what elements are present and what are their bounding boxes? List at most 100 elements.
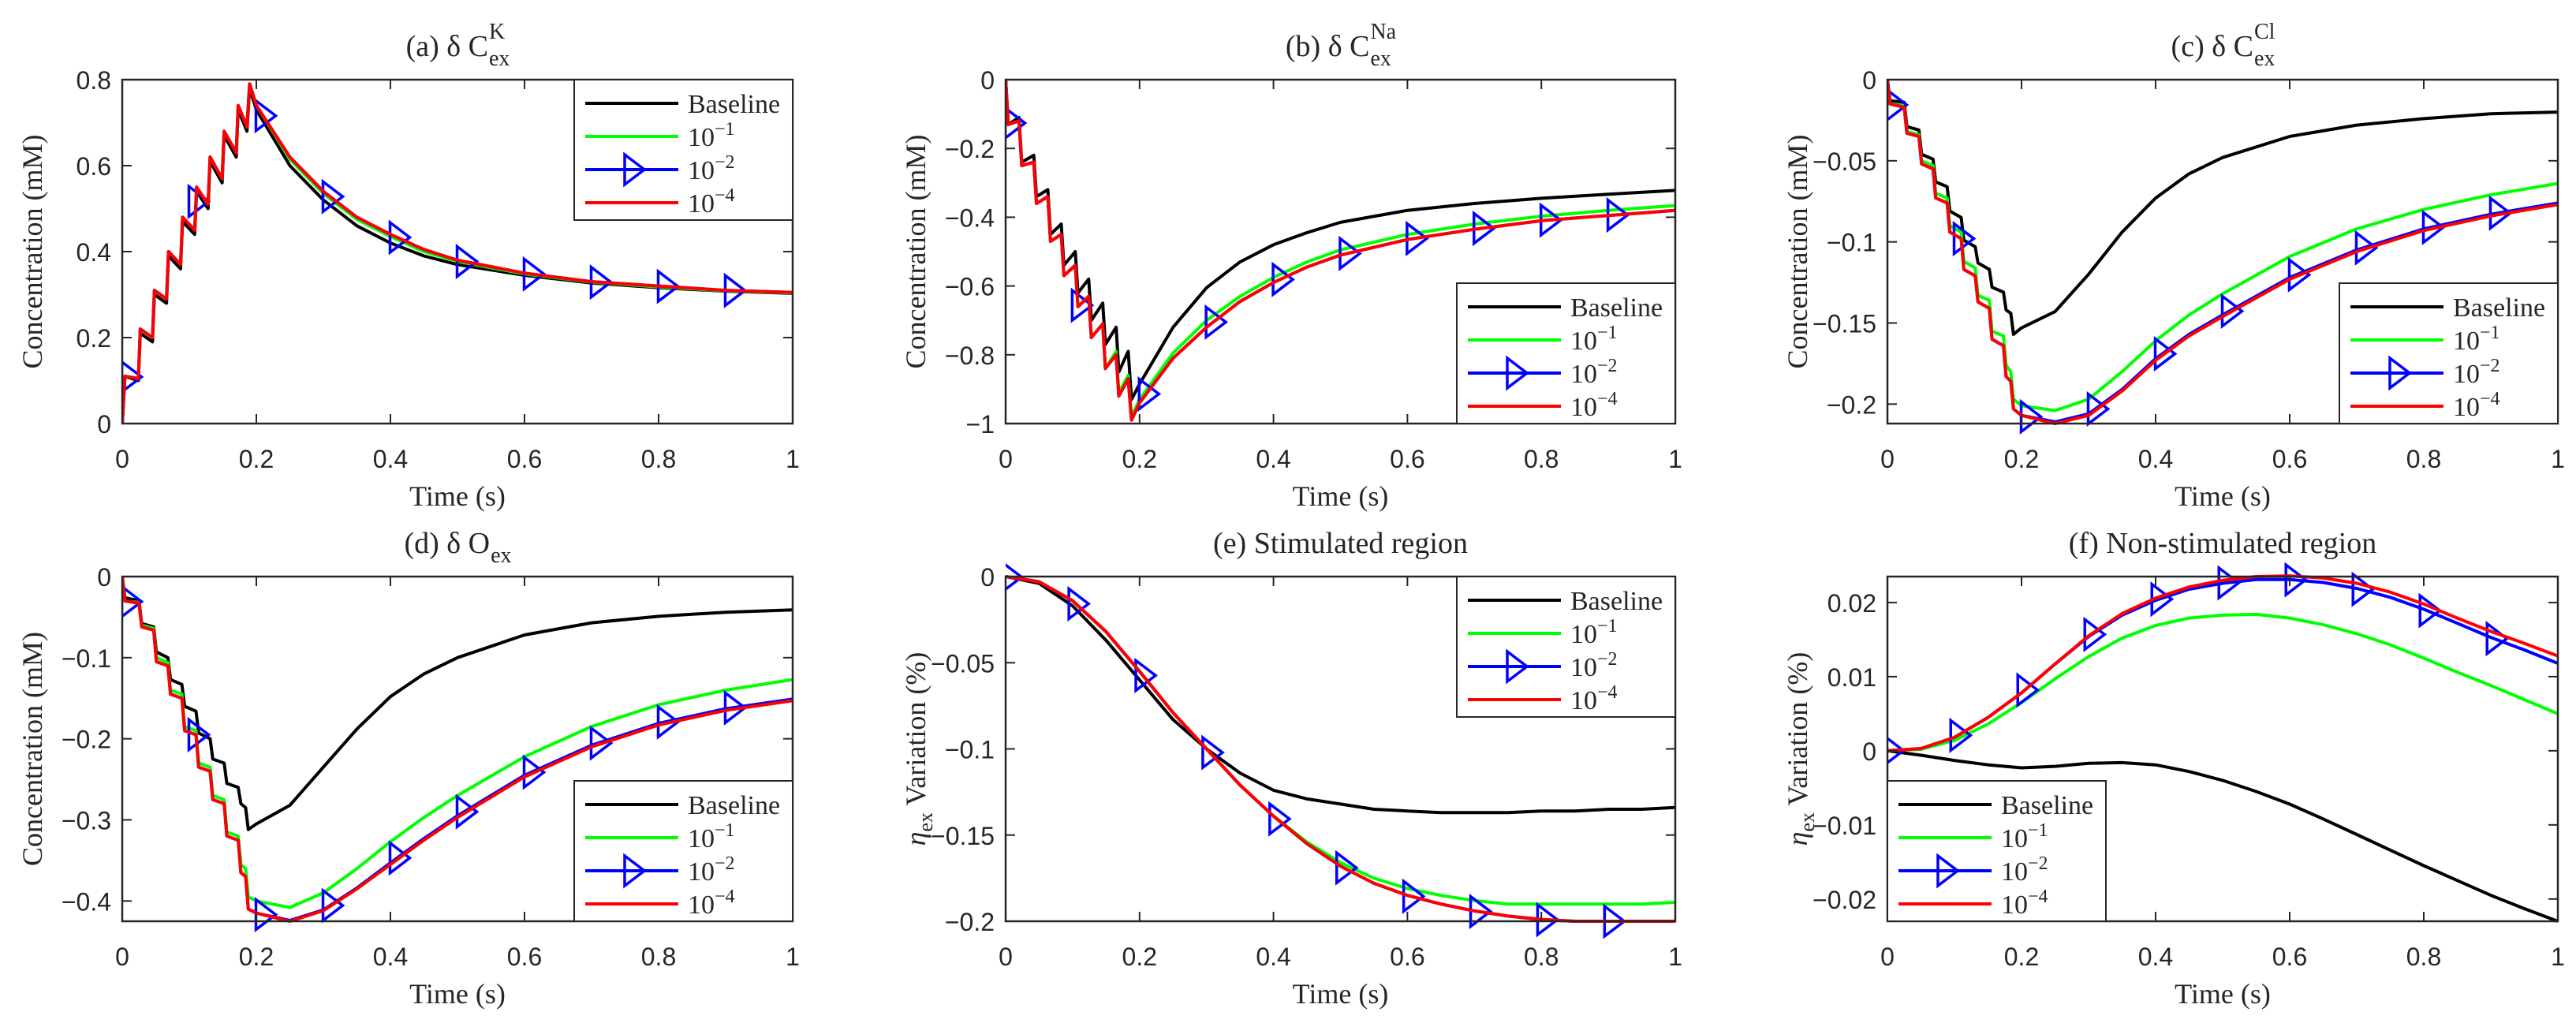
legend-item: 10−2 xyxy=(1898,853,2048,889)
series-line-10-4 xyxy=(122,576,793,923)
y-label-eta: η xyxy=(1782,831,1813,846)
marker-triangle xyxy=(321,178,345,215)
legend-label-exp: −1 xyxy=(715,119,735,140)
y-axis-label: ηex Variation (%) xyxy=(1782,652,1819,846)
marker-triangle xyxy=(2016,672,2040,708)
y-tick-label: −0.3 xyxy=(62,806,111,834)
marker-triangle xyxy=(1070,287,1095,323)
panel-title: (f) Non-stimulated region xyxy=(2069,527,2376,560)
marker-triangle xyxy=(187,183,211,219)
x-axis-label: Time (s) xyxy=(2175,480,2271,512)
series-line-baseline xyxy=(1887,79,2558,336)
y-tick-label: −0.2 xyxy=(945,135,995,163)
legend-label-base: 10 xyxy=(688,890,715,920)
marker-triangle xyxy=(1137,375,1162,413)
legend-label-text: Baseline xyxy=(2001,791,2093,820)
x-tick-label: 0 xyxy=(999,943,1013,971)
x-tick-label: 0.4 xyxy=(2138,943,2173,971)
panel-c: 0 0.2 0.4 0.6 0.8 1 −0.2 −0.15 −0.1 −0.05 0 Time (s… xyxy=(1782,20,2565,512)
x-tick-label: 0 xyxy=(115,943,129,971)
marker-triangle xyxy=(455,793,480,830)
legend-item: 10−1 xyxy=(585,119,735,152)
y-axis-label: Concentration (mM) xyxy=(900,135,931,369)
x-tick-label: 0.4 xyxy=(2138,445,2173,473)
legend-label-exp: −1 xyxy=(1597,323,1618,343)
x-tick-label: 0.6 xyxy=(2272,943,2307,971)
x-tick-label: 0.4 xyxy=(1256,943,1290,971)
legend-label: 10−4 xyxy=(688,887,735,920)
legend-label-exp: −4 xyxy=(715,185,735,206)
y-tick-label: 0.2 xyxy=(77,324,111,353)
marker-triangle xyxy=(2086,390,2111,427)
axes-box xyxy=(121,575,794,923)
legend-label-exp: −1 xyxy=(2028,820,2048,841)
x-tick-label: 0.6 xyxy=(2272,445,2307,473)
legend-label-exp: −4 xyxy=(2028,887,2048,907)
legend-marker-triangle xyxy=(623,151,647,188)
x-tick-label: 0 xyxy=(115,445,129,473)
panel-title: (a) δ C Kex xyxy=(406,20,510,71)
x-tick-label: 0.6 xyxy=(507,943,542,971)
legend-marker-triangle xyxy=(2388,355,2412,391)
x-axis-label: Time (s) xyxy=(409,978,506,1010)
series-line-baseline xyxy=(1887,749,2558,923)
y-tick-label: −1 xyxy=(966,410,995,439)
x-tick-label: 1 xyxy=(2551,943,2565,971)
y-label-sub: ex xyxy=(1796,812,1819,832)
x-tick-label: 0.4 xyxy=(373,445,408,473)
y-tick-label: −0.1 xyxy=(1827,229,1876,257)
x-tick-label: 0.2 xyxy=(2004,445,2039,473)
legend-label-base: 10 xyxy=(2453,360,2480,389)
legend-marker-triangle xyxy=(1506,648,1529,685)
y-label-text: Concentration (mM) xyxy=(17,632,48,866)
marker-triangle xyxy=(723,689,748,726)
title-main: (a) δ C xyxy=(406,30,488,63)
legend-label-exp: −4 xyxy=(1597,389,1618,409)
legend-label: 10−4 xyxy=(688,185,735,218)
legend-label: 10−4 xyxy=(2001,887,2048,920)
legend-label-exp: −2 xyxy=(2028,853,2048,874)
marker-triangle xyxy=(1335,849,1359,886)
y-tick-label: 0 xyxy=(1862,66,1876,95)
legend-item: 10−2 xyxy=(1468,648,1618,685)
panel-d: 0 0.2 0.4 0.6 0.8 1 −0.4 −0.3 −0.2 −0.1 0 Time (s) C… xyxy=(17,527,800,1010)
y-tick-label: −0.15 xyxy=(931,822,995,850)
marker-triangle xyxy=(2217,565,2242,601)
y-tick-label: −0.05 xyxy=(931,649,995,678)
marker-triangle xyxy=(1949,717,1973,753)
legend-label: Baseline xyxy=(1570,587,1663,616)
legend-item: Baseline xyxy=(585,791,780,820)
legend-label-base: 10 xyxy=(1570,393,1597,422)
marker-triangle xyxy=(187,716,211,753)
y-axis-label: Concentration (mM) xyxy=(1782,135,1813,369)
legend-label-exp: −1 xyxy=(2480,323,2500,343)
x-tick-label: 0 xyxy=(1880,943,1895,971)
legend-label-base: 10 xyxy=(2453,393,2480,422)
legend-item: 10−2 xyxy=(1468,355,1618,391)
legend-label-exp: −4 xyxy=(1597,682,1618,703)
x-tick-label: 0.6 xyxy=(1390,445,1424,473)
legend-item: 10−2 xyxy=(585,151,735,188)
x-tick-label: 0 xyxy=(999,445,1013,473)
marker-triangle xyxy=(1067,585,1092,622)
marker-triangle xyxy=(122,584,144,618)
title-sub: ex xyxy=(1370,47,1391,71)
marker-triangle xyxy=(2421,209,2446,245)
marker-triangle xyxy=(656,704,681,740)
plot-lines xyxy=(122,82,793,424)
title-main: (e) Stimulated region xyxy=(1213,527,1468,560)
panel-b: 0 0.2 0.4 0.6 0.8 1 −1 −0.8 −0.6 −0.4 −0.2 0 Time (s… xyxy=(900,20,1682,512)
y-tick-label: −0.01 xyxy=(1813,812,1876,840)
marker-triangle xyxy=(2287,256,2312,293)
series-line-baseline xyxy=(122,576,793,831)
panel-title: (b) δ C Na ex xyxy=(1286,20,1397,71)
y-tick-label: −0.6 xyxy=(945,273,995,301)
legend-label-exp: −2 xyxy=(1597,356,1618,376)
legend-label: Baseline xyxy=(2001,791,2093,820)
marker-triangle xyxy=(1204,304,1229,340)
legend-item: 10−1 xyxy=(2350,323,2500,356)
